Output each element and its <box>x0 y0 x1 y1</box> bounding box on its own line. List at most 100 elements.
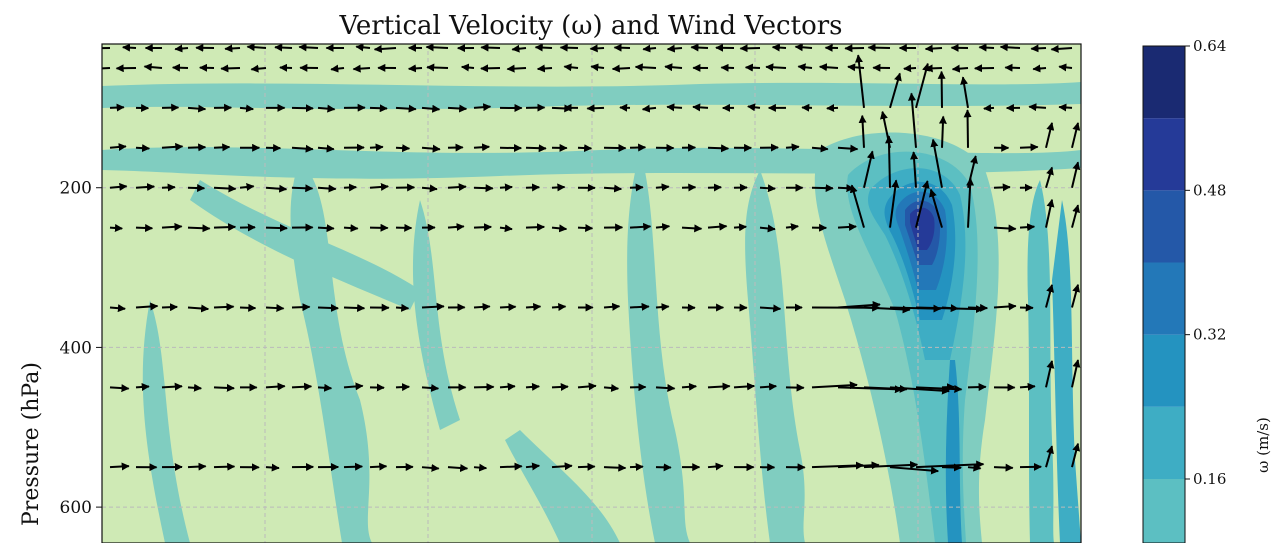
wind-vector <box>421 144 441 153</box>
wind-vector <box>603 184 623 193</box>
wind-vector <box>655 303 670 312</box>
wind-vector <box>109 143 127 152</box>
wind-vector <box>1045 360 1055 388</box>
wind-vector <box>525 144 547 153</box>
wind-vector <box>849 184 865 228</box>
wind-vector <box>915 460 985 469</box>
wind-vector <box>889 179 900 228</box>
colorbar-segment <box>1143 190 1185 263</box>
wind-vector <box>213 223 237 232</box>
wind-vector <box>1032 64 1047 73</box>
wind-vector <box>889 386 950 395</box>
wind-vector <box>1019 382 1036 391</box>
wind-vector <box>603 463 627 472</box>
wind-vector <box>611 64 631 73</box>
wind-vector <box>536 64 553 73</box>
y-axis-label: Pressure (hPa) <box>19 362 44 526</box>
wind-vector <box>629 462 644 471</box>
wind-vector <box>666 44 683 53</box>
contour-region <box>505 430 620 543</box>
wind-vector <box>837 301 881 309</box>
wind-vector <box>369 182 389 191</box>
wind-vector <box>733 223 747 232</box>
wind-vector <box>447 464 469 472</box>
wind-vector <box>811 144 829 153</box>
wind-vector <box>858 114 867 148</box>
wind-vector <box>924 44 943 53</box>
wind-vector <box>960 76 969 109</box>
wind-vector <box>681 183 697 192</box>
wind-vector <box>187 184 206 193</box>
wind-vector <box>863 460 919 469</box>
wind-vector <box>1058 103 1073 112</box>
wind-vector <box>317 144 335 153</box>
wind-vector <box>1019 143 1039 152</box>
wind-vector <box>797 63 813 72</box>
wind-vector <box>174 44 189 53</box>
wind-vector <box>785 143 800 152</box>
wind-vector <box>603 302 621 311</box>
wind-vector <box>525 223 546 232</box>
wind-vector <box>915 180 930 228</box>
wind-vector <box>837 461 880 470</box>
wind-vector <box>1028 103 1047 112</box>
wind-vector <box>421 463 440 472</box>
wind-vector <box>707 222 728 231</box>
wind-vector <box>421 184 438 193</box>
wind-vector <box>577 223 594 232</box>
wind-vector <box>681 382 697 391</box>
plot-area <box>102 44 1081 543</box>
wind-vector <box>641 104 657 113</box>
wind-vector <box>655 222 671 231</box>
wind-vector <box>525 183 541 192</box>
wind-vector <box>938 115 947 148</box>
wind-vector <box>109 182 128 191</box>
wind-vector <box>924 64 943 73</box>
wind-vector <box>369 143 384 152</box>
wind-vector <box>343 462 364 471</box>
wind-vector <box>109 304 126 313</box>
wind-vector <box>993 224 1017 233</box>
wind-vector <box>903 64 917 73</box>
wind-vector <box>837 222 857 231</box>
wind-vector <box>910 151 919 188</box>
wind-vector <box>563 63 579 72</box>
wind-vector <box>447 183 467 192</box>
wind-vector <box>213 302 235 311</box>
colorbar-tick-label: 0.16 <box>1193 470 1226 488</box>
colorbar-segment <box>1143 406 1185 479</box>
contour-region <box>627 150 690 543</box>
wind-vector <box>629 302 650 311</box>
wind-vector <box>603 384 620 392</box>
wind-vector <box>135 223 154 232</box>
wind-vector <box>499 183 513 192</box>
contour-region <box>910 207 935 250</box>
wind-vector <box>692 103 709 112</box>
wind-vector <box>239 303 257 312</box>
wind-vectors <box>102 44 1081 475</box>
wind-vector <box>317 303 339 312</box>
wind-vector <box>473 223 492 232</box>
wind-vector <box>161 303 178 312</box>
wind-vector <box>908 92 917 148</box>
wind-vector <box>421 104 441 113</box>
y-tick-label: 200 <box>60 179 92 199</box>
y-tick-label: 600 <box>60 498 92 518</box>
wind-vector <box>473 302 491 311</box>
wind-vector <box>818 63 839 72</box>
wind-vector <box>1045 445 1054 468</box>
wind-vector <box>317 184 337 193</box>
wind-vector <box>966 177 975 228</box>
wind-vector <box>811 381 858 390</box>
wind-vector <box>733 382 756 391</box>
wind-vector <box>473 184 494 193</box>
wind-vector <box>889 466 940 475</box>
wind-vector <box>421 302 445 311</box>
colorbar-segment <box>1143 46 1185 119</box>
wind-vector <box>707 144 730 153</box>
wind-vector <box>352 64 371 73</box>
wind-vector <box>395 104 417 113</box>
wind-vector <box>265 184 288 193</box>
wind-vector <box>525 302 542 311</box>
wind-vector <box>395 144 411 153</box>
